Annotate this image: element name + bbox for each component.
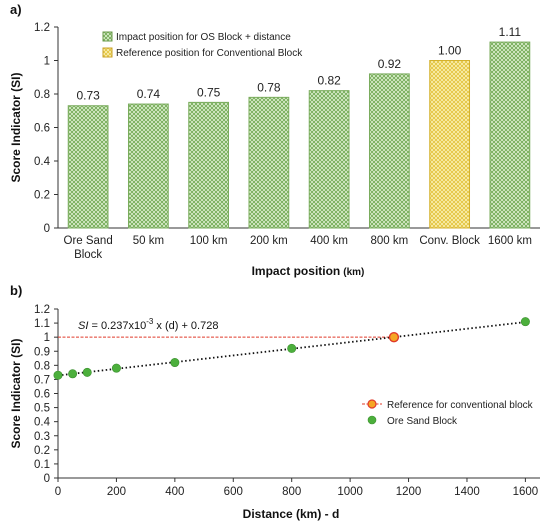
panel-a-x-tick-label: Ore Sand Block <box>64 235 113 261</box>
panel-b-scatter-chart: 0 0.1 0.2 0.3 0.4 0.5 0.6 0.7 0.8 0.9 1 1.1 1.2 0 200 4… <box>34 304 540 498</box>
panel-a-x-tick-line: Conv. Block <box>419 235 480 247</box>
panel-b-label: b) <box>10 283 22 298</box>
panel-a-x-axis-title-unit: (km) <box>343 267 364 278</box>
panel-a-bar <box>308 90 350 229</box>
panel-a-bar <box>248 96 290 229</box>
panel-a-y-axis-title: Score Indicator (SI) <box>9 72 23 182</box>
panel-a-bar-value-label: 0.73 <box>76 89 100 103</box>
panel-a-x-tick-label: 200 km <box>250 235 288 247</box>
panel-b-y-axis-title: Score Indicator (SI) <box>9 338 23 448</box>
panel-b-x-tick-label: 1200 <box>396 486 422 498</box>
panel-b-y-tick-label: 0.5 <box>34 403 50 415</box>
legend-label-conventional-block: Reference position for Conventional Bloc… <box>116 48 303 59</box>
panel-a-bar-value-label: 1.00 <box>438 44 462 58</box>
equation-coefficient: = 0.237x10 <box>88 320 146 332</box>
equation-exponent: -3 <box>146 317 154 326</box>
panel-b-y-tick-label: 0.3 <box>34 431 50 443</box>
regression-equation: SI = 0.237x10-3 x (d) + 0.728 <box>78 317 218 332</box>
panel-a-bar <box>429 60 471 229</box>
panel-a-label: a) <box>10 2 22 17</box>
panel-a-x-tick-label: 50 km <box>133 235 164 247</box>
panel-a-y-tick-label: 0.2 <box>34 190 50 202</box>
legend-swatch-conventional-block <box>102 47 113 58</box>
panel-b-y-tick-label: 1.1 <box>34 318 50 330</box>
panel-a-x-tick-line: 200 km <box>250 235 288 247</box>
panel-b-x-tick-label: 1400 <box>454 486 480 498</box>
panel-a-y-tick-label: 1 <box>44 56 50 68</box>
legend-ore-sand-marker <box>367 415 377 425</box>
panel-a-bar <box>67 105 109 229</box>
panel-b-y-tick-label: 0.1 <box>34 459 50 471</box>
panel-b-y-tick-label: 1 <box>44 332 50 344</box>
panel-a-x-axis-title: Impact position (km) <box>252 264 365 278</box>
panel-a-x-tick-label: 400 km <box>310 235 348 247</box>
panel-b-x-tick-label: 1000 <box>337 486 363 498</box>
reference-point <box>388 331 400 343</box>
panel-a-bar-value-label: 0.75 <box>197 85 221 99</box>
panel-a-x-tick-label: 800 km <box>371 235 409 247</box>
panel-a-x-tick-label: 100 km <box>190 235 228 247</box>
panel-a-bar-value-label: 0.82 <box>317 74 341 88</box>
panel-a-y-tick-label: 0.8 <box>34 89 50 101</box>
panel-a-bar-value-label: 0.78 <box>257 80 281 94</box>
panel-b-y-tick-label: 0 <box>44 473 50 485</box>
panel-b-y-tick-label: 0.6 <box>34 389 50 401</box>
panel-a-x-tick-line: 400 km <box>310 235 348 247</box>
legend-swatch-os-block <box>102 31 113 42</box>
panel-a-bar <box>188 101 230 229</box>
ore-sand-point <box>68 369 78 379</box>
ore-sand-point <box>53 370 63 380</box>
panel-b-x-tick-label: 400 <box>165 486 184 498</box>
panel-b-y-tick-label: 1.2 <box>34 304 50 316</box>
panel-a-x-tick-line: 100 km <box>190 235 228 247</box>
panel-a-bar <box>127 103 169 229</box>
trendline <box>57 321 526 377</box>
panel-a-bar-chart: 0 0.2 0.4 0.6 0.8 1 1.2 0.73 Ore Sand Block 0.74 50… <box>34 22 540 261</box>
panel-a-bar <box>489 41 531 229</box>
panel-a-bar-value-label: 0.92 <box>378 57 402 71</box>
ore-sand-point <box>111 363 121 373</box>
panel-b-x-tick-label: 800 <box>282 486 301 498</box>
panel-a-x-tick-label: 1600 km <box>488 235 532 247</box>
panel-a-y-tick-label: 0 <box>44 223 50 235</box>
panel-a-x-tick-line: Ore Sand <box>64 235 113 247</box>
panel-a-y-tick-label: 0.4 <box>34 156 51 168</box>
ore-sand-point <box>82 367 92 377</box>
ore-sand-point <box>520 317 530 327</box>
legend-label-ore-sand: Ore Sand Block <box>387 416 458 427</box>
equation-tail: x (d) + 0.728 <box>153 320 218 332</box>
panel-a-bar <box>368 73 410 229</box>
panel-b-x-tick-label: 0 <box>55 486 61 498</box>
ore-sand-point <box>170 358 180 368</box>
panel-b-y-tick-label: 0.2 <box>34 445 50 457</box>
panel-a-y-tick-label: 0.6 <box>34 123 50 135</box>
panel-a-x-axis-title-main: Impact position <box>252 264 341 278</box>
legend-label-os-block: Impact position for OS Block + distance <box>116 32 291 43</box>
panel-b-y-tick-label: 0.4 <box>34 417 51 429</box>
panel-b-x-tick-label: 200 <box>107 486 126 498</box>
panel-b-y-tick-label: 0.8 <box>34 360 50 372</box>
panel-a-x-tick-line: Block <box>74 249 102 261</box>
panel-a-x-tick-line: 50 km <box>133 235 164 247</box>
legend-reference-marker <box>367 399 377 409</box>
equation-variable: SI <box>78 320 88 332</box>
panel-b-x-tick-label: 600 <box>224 486 243 498</box>
panel-b-x-tick-label: 1600 <box>513 486 539 498</box>
panel-b-x-axis-title: Distance (km) - d <box>243 507 340 521</box>
panel-a-bar-value-label: 1.11 <box>499 25 522 39</box>
panel-a-x-tick-line: 800 km <box>371 235 409 247</box>
panel-a-x-tick-label: Conv. Block <box>419 235 480 247</box>
legend-label-reference: Reference for conventional block <box>387 400 534 411</box>
panel-b-y-tick-label: 0.9 <box>34 346 50 358</box>
panel-a-x-tick-line: 1600 km <box>488 235 532 247</box>
panel-b-y-tick-label: 0.7 <box>34 374 50 386</box>
ore-sand-point <box>287 343 297 353</box>
panel-a-y-tick-label: 1.2 <box>34 22 50 34</box>
panel-a-bar-value-label: 0.74 <box>137 87 161 101</box>
